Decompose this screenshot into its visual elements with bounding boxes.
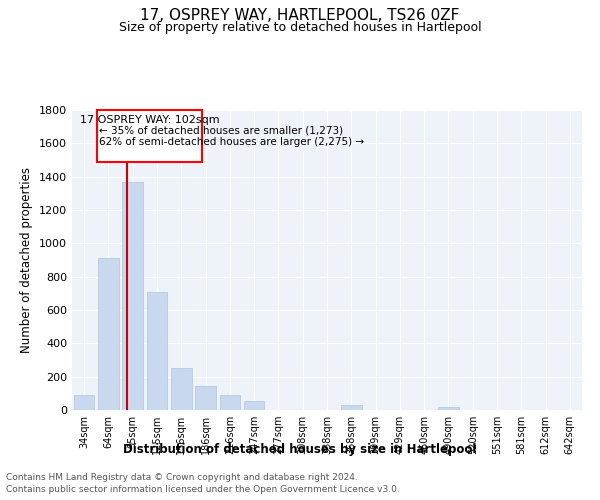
FancyBboxPatch shape	[97, 110, 202, 162]
Text: Contains public sector information licensed under the Open Government Licence v3: Contains public sector information licen…	[6, 485, 400, 494]
Bar	[122, 182, 143, 410]
Text: 17 OSPREY WAY: 102sqm: 17 OSPREY WAY: 102sqm	[80, 115, 219, 125]
Y-axis label: Number of detached properties: Number of detached properties	[20, 167, 34, 353]
Bar	[146, 292, 167, 410]
Bar	[98, 258, 119, 410]
Bar	[74, 395, 94, 410]
Text: Contains HM Land Registry data © Crown copyright and database right 2024.: Contains HM Land Registry data © Crown c…	[6, 472, 358, 482]
Bar	[438, 406, 459, 410]
Bar	[244, 401, 265, 410]
Text: 17, OSPREY WAY, HARTLEPOOL, TS26 0ZF: 17, OSPREY WAY, HARTLEPOOL, TS26 0ZF	[140, 8, 460, 22]
Bar	[171, 368, 191, 410]
Text: ← 35% of detached houses are smaller (1,273): ← 35% of detached houses are smaller (1,…	[99, 126, 343, 136]
Text: Size of property relative to detached houses in Hartlepool: Size of property relative to detached ho…	[119, 21, 481, 34]
Bar	[195, 386, 216, 410]
Text: Distribution of detached houses by size in Hartlepool: Distribution of detached houses by size …	[124, 442, 476, 456]
Bar	[220, 395, 240, 410]
Bar	[341, 405, 362, 410]
Text: 62% of semi-detached houses are larger (2,275) →: 62% of semi-detached houses are larger (…	[99, 136, 364, 146]
